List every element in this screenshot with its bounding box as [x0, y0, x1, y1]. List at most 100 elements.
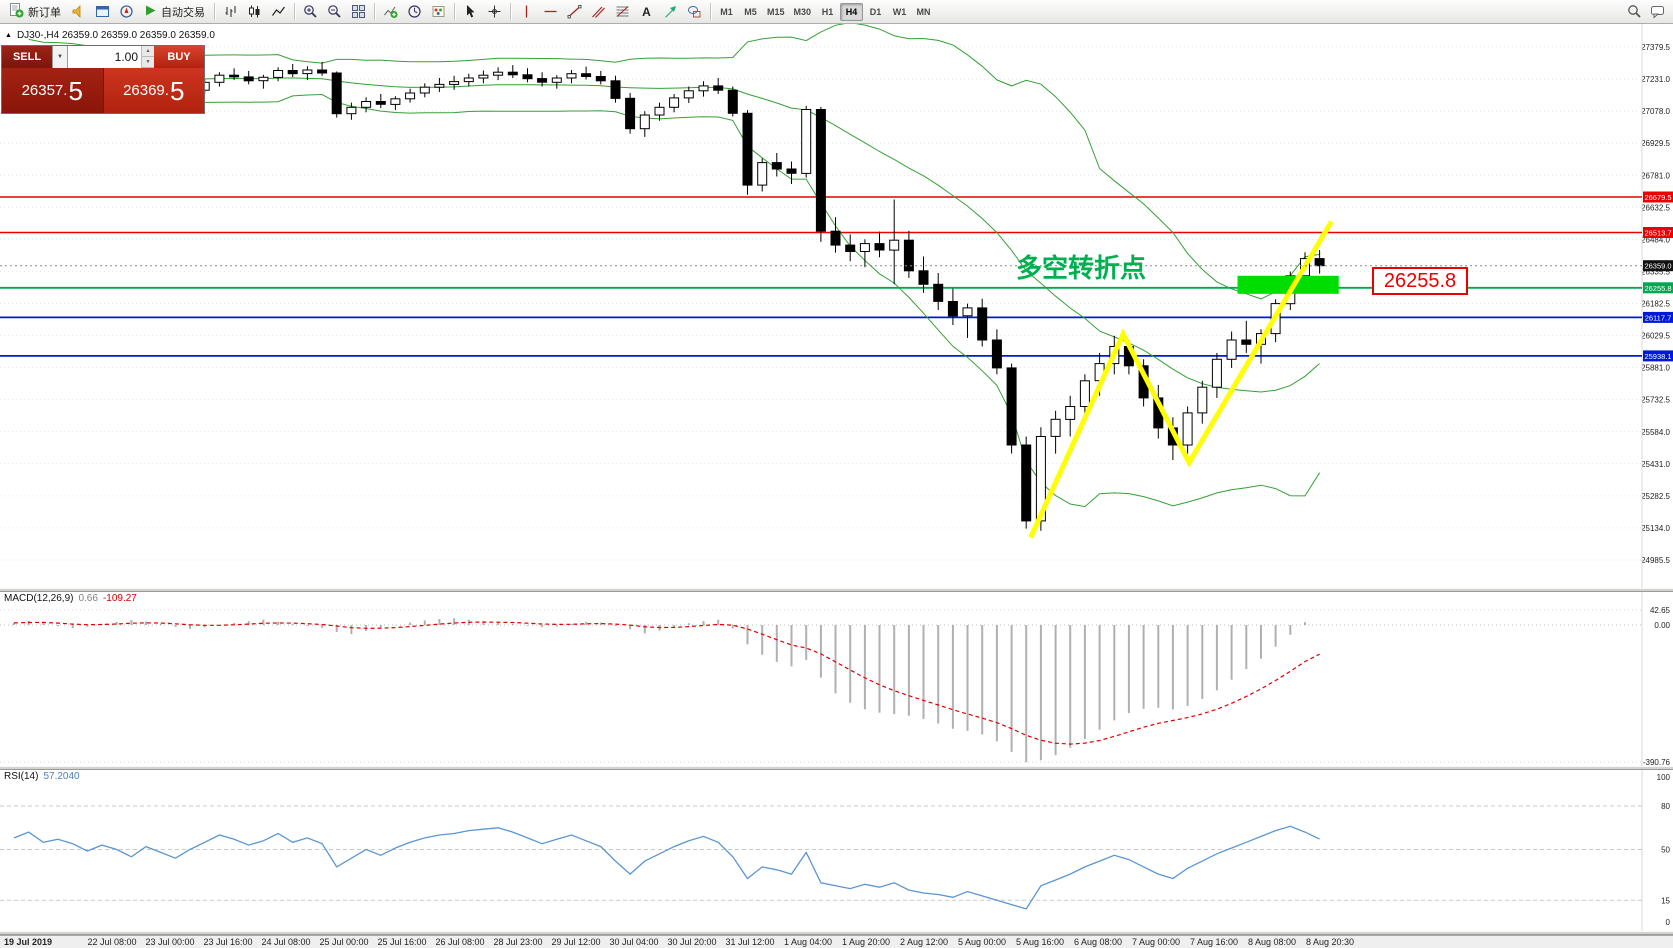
- volume-decrease-button[interactable]: ▼: [142, 57, 154, 68]
- line-chart-icon[interactable]: [267, 2, 290, 22]
- price-axis[interactable]: [1642, 24, 1673, 588]
- time-axis-label: 1 Aug 20:00: [841, 937, 891, 947]
- macd-canvas[interactable]: 42.65 0.00 -390.76: [0, 592, 1673, 766]
- zoom-in-icon[interactable]: [299, 2, 322, 22]
- tile-windows-icon[interactable]: [347, 2, 370, 22]
- main-chart-canvas[interactable]: 27379.5 27231.0 27078.0 26929.5 26781.0 26632…: [0, 24, 1673, 588]
- shapes-tool-icon[interactable]: [683, 2, 706, 22]
- navigator-icon[interactable]: [115, 2, 138, 22]
- time-axis-label: 23 Jul 00:00: [145, 937, 195, 947]
- timeframe-h1-button[interactable]: H1: [821, 6, 834, 17]
- timeframe-m1-button[interactable]: M1: [720, 6, 733, 17]
- toolbar-separator: [510, 3, 511, 20]
- svg-text:25134.0: 25134.0: [1641, 524, 1670, 533]
- timeframe-m5-button[interactable]: M5: [744, 6, 757, 17]
- autotrade-button[interactable]: 自动交易: [139, 2, 210, 22]
- time-axis-label: 25 Jul 16:00: [377, 937, 427, 947]
- chart-annotation-text[interactable]: 多空转折点: [1016, 253, 1147, 283]
- text-tool-icon[interactable]: A: [635, 2, 658, 22]
- time-axis-label: 23 Jul 16:00: [203, 937, 253, 947]
- search-icon[interactable]: [1623, 2, 1646, 22]
- time-axis-label: 8 Aug 20:30: [1305, 937, 1355, 947]
- svg-text:27078.0: 27078.0: [1641, 107, 1670, 116]
- bar-chart-icon[interactable]: [219, 2, 242, 22]
- templates-icon[interactable]: [427, 2, 450, 22]
- indicators-icon[interactable]: [379, 2, 402, 22]
- chat-icon[interactable]: [1646, 2, 1669, 22]
- time-axis-label: 7 Aug 16:00: [1189, 937, 1239, 947]
- vertical-line-tool-icon[interactable]: [515, 2, 538, 22]
- time-axis[interactable]: 19 Jul 2019 22 Jul 08:00 23 Jul 00:00 23 Ju…: [0, 935, 1673, 948]
- trendline-tool-icon[interactable]: [563, 2, 586, 22]
- chart-symbol-ohlc: ▲ DJ30-,H4 26359.0 26359.0 26359.0 26359…: [5, 30, 215, 41]
- time-axis-label: 5 Aug 00:00: [957, 937, 1007, 947]
- new-order-label: 新订单: [28, 6, 61, 19]
- channel-tool-icon[interactable]: [587, 2, 610, 22]
- time-axis-label: 7 Aug 00:00: [1131, 937, 1181, 947]
- svg-text:26632.5: 26632.5: [1641, 203, 1670, 212]
- timeframe-m30-button[interactable]: M30: [793, 6, 812, 17]
- buy-button[interactable]: BUY: [154, 46, 204, 68]
- macd-panel: 42.65 0.00 -390.76 MACD(12,26,9) 0.66 -109…: [0, 592, 1673, 766]
- macd-signal-value: -109.27: [102, 593, 137, 604]
- play-icon: [144, 4, 157, 20]
- time-axis-label: 5 Aug 16:00: [1015, 937, 1065, 947]
- svg-text:26117.7: 26117.7: [1645, 313, 1672, 322]
- price-callout-label[interactable]: 26255.8: [1372, 267, 1468, 295]
- svg-text:26335.5: 26335.5: [1641, 267, 1670, 276]
- buy-price[interactable]: 26369. 5: [102, 68, 204, 113]
- ohlc-text: DJ30-,H4 26359.0 26359.0 26359.0 26359.0: [16, 30, 215, 41]
- svg-text:26929.5: 26929.5: [1641, 139, 1670, 148]
- crosshair-icon[interactable]: [483, 2, 506, 22]
- volume-value: 1.00: [114, 50, 138, 64]
- panel-separator[interactable]: [0, 931, 1673, 935]
- arrows-tool-icon[interactable]: [659, 2, 682, 22]
- panel-separator[interactable]: [0, 588, 1673, 592]
- timeframe-m15-button[interactable]: M15: [767, 6, 785, 17]
- sell-price-main: 26357.: [21, 82, 68, 99]
- time-axis-label: 19 Jul 2019: [4, 937, 53, 947]
- new-order-button[interactable]: 新订单: [4, 2, 66, 22]
- cursor-icon[interactable]: [459, 2, 482, 22]
- volume-spinner: ▲ ▼: [141, 46, 154, 68]
- svg-text:0.00: 0.00: [1654, 621, 1670, 630]
- svg-text:15: 15: [1661, 896, 1670, 905]
- volume-input[interactable]: 1.00 ▲ ▼: [68, 46, 154, 68]
- time-axis-label: 31 Jul 12:00: [725, 937, 775, 947]
- data-window-icon[interactable]: [91, 2, 114, 22]
- timeframe-w1-button[interactable]: W1: [892, 6, 907, 17]
- buy-price-big-digit: 5: [169, 75, 185, 106]
- zoom-out-icon[interactable]: [323, 2, 346, 22]
- svg-text:80: 80: [1661, 802, 1670, 811]
- rsi-canvas[interactable]: 100 80 50 15 0: [0, 770, 1673, 931]
- sell-button[interactable]: SELL: [2, 46, 52, 68]
- timeframe-mn-button[interactable]: MN: [916, 6, 931, 17]
- market-watch-icon[interactable]: [67, 2, 90, 22]
- svg-text:26781.0: 26781.0: [1641, 171, 1670, 180]
- toolbar-separator: [214, 3, 215, 20]
- svg-text:25732.5: 25732.5: [1641, 396, 1670, 405]
- toolbar-separator: [374, 3, 375, 20]
- one-click-trading-panel: SELL ▼ 1.00 ▲ ▼ BUY 26357. 5 26369. 5: [1, 45, 205, 114]
- sell-price[interactable]: 26357. 5: [2, 68, 103, 113]
- time-axis-label: 6 Aug 08:00: [1073, 937, 1123, 947]
- sell-price-big-digit: 5: [68, 75, 83, 106]
- svg-text:26484.0: 26484.0: [1641, 235, 1670, 244]
- timeframe-d1-button[interactable]: D1: [869, 6, 882, 17]
- order-type-dropdown[interactable]: ▼: [52, 46, 68, 68]
- svg-text:0: 0: [1666, 918, 1671, 927]
- timeframe-h4-button[interactable]: H4: [840, 2, 864, 21]
- panel-separator[interactable]: [0, 766, 1673, 770]
- svg-text:25584.0: 25584.0: [1641, 428, 1670, 437]
- svg-text:25938.1: 25938.1: [1644, 352, 1671, 361]
- svg-text:25431.0: 25431.0: [1641, 460, 1670, 469]
- horizontal-line-tool-icon[interactable]: [539, 2, 562, 22]
- periods-icon[interactable]: [403, 2, 426, 22]
- svg-text:100: 100: [1657, 773, 1671, 782]
- volume-increase-button[interactable]: ▲: [142, 46, 154, 57]
- candlestick-chart-icon[interactable]: [243, 2, 266, 22]
- time-axis-label: 22 Jul 08:00: [87, 937, 137, 947]
- time-axis-label: 30 Jul 04:00: [609, 937, 659, 947]
- fibonacci-tool-icon[interactable]: [611, 2, 634, 22]
